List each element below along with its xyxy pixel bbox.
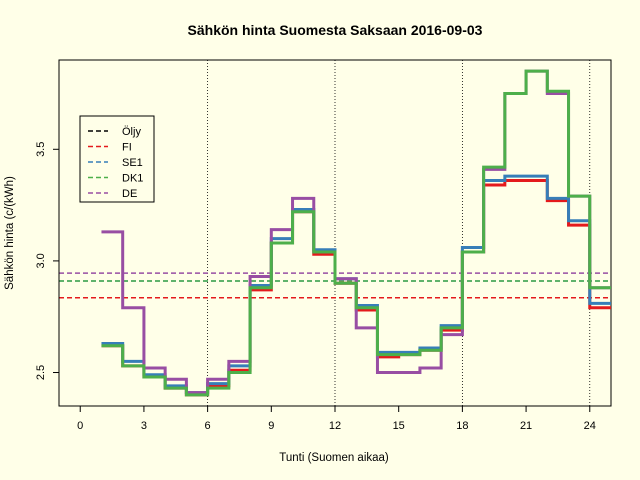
series-line-dk1 [101, 69, 611, 397]
x-tick-label-24: 24 [584, 420, 596, 432]
legend-label-fi: FI [122, 142, 132, 154]
legend-label-de: DE [122, 188, 137, 200]
x-tick-label-0: 0 [77, 420, 83, 432]
legend-box [79, 115, 155, 203]
plot-area [58, 59, 612, 407]
y-axis: 2.5 3.0 3.5 [35, 142, 60, 380]
legend: Öljy FI SE1 DK1 DE [79, 115, 155, 203]
x-tick-label-18: 18 [456, 420, 468, 432]
x-tick-label-12: 12 [329, 420, 341, 432]
x-axis: 0 3 6 9 12 15 18 21 24 [77, 405, 596, 432]
y-tick-label-3.5: 3.5 [35, 142, 47, 157]
x-tick-label-3: 3 [141, 420, 147, 432]
y-axis-label: Sähkön hinta (c/(kWh) [4, 176, 16, 290]
legend-label-se1: SE1 [122, 157, 143, 169]
x-tick-label-15: 15 [393, 420, 405, 432]
legend-label-öljy: Öljy [122, 126, 141, 138]
x-axis-label: Tunti (Suomen aikaa) [279, 452, 389, 464]
x-tick-label-21: 21 [520, 420, 532, 432]
x-tick-label-9: 9 [268, 420, 274, 432]
legend-label-dk1: DK1 [122, 173, 143, 185]
x-tick-label-6: 6 [205, 420, 211, 432]
y-tick-label-3: 3.0 [35, 253, 47, 268]
chart-title: Sähkön hinta Suomesta Saksaan 2016-09-03 [188, 22, 483, 38]
y-tick-label-2.5: 2.5 [35, 365, 47, 380]
